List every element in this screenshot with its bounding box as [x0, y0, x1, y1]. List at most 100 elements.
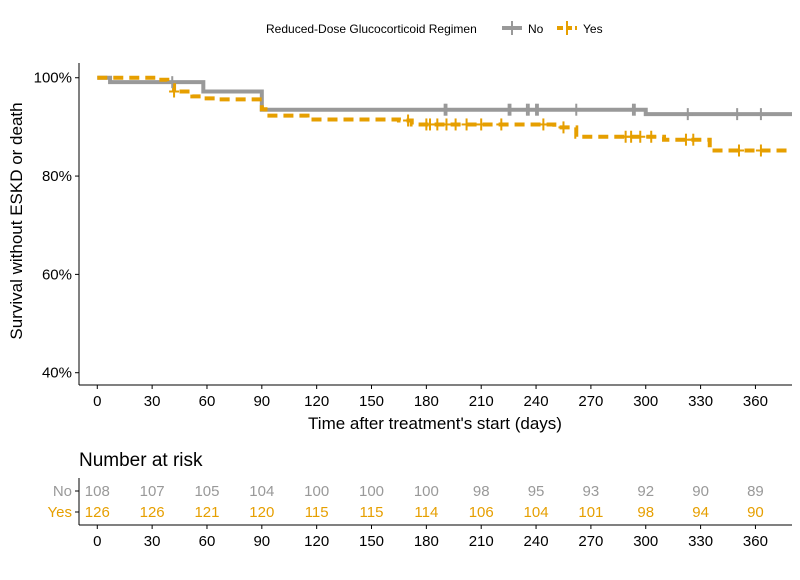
- y-tick-label: 60%: [42, 266, 72, 283]
- censor-mark-no: [682, 108, 693, 121]
- censor-mark-yes: [538, 118, 549, 131]
- survival-curves: [97, 75, 792, 153]
- risk-cell: 115: [360, 504, 384, 521]
- censor-mark-no: [732, 108, 743, 121]
- censor-mark-no: [167, 76, 178, 89]
- risk-cell: 92: [637, 483, 654, 500]
- risk-cell: 100: [414, 483, 439, 500]
- survival-curve-no: [97, 75, 792, 117]
- censor-mark-yes: [496, 118, 507, 131]
- x-tick-label: 60: [199, 393, 216, 410]
- risk-cell: 100: [304, 483, 329, 500]
- risk-x-tick-label: 180: [414, 533, 439, 550]
- x-tick-label: 330: [688, 393, 713, 410]
- legend-item-yes: Yes: [557, 21, 603, 36]
- legend-label: Yes: [583, 22, 603, 36]
- x-tick-label: 360: [743, 393, 768, 410]
- censor-mark-yes: [450, 118, 461, 131]
- censor-mark-yes: [169, 85, 180, 98]
- risk-table-cells: No 108 107 105 104 100 100 100 98 95 93 92 90 89 Yes 12…: [48, 483, 764, 521]
- x-tick-label: 240: [524, 393, 549, 410]
- censor-mark-no: [441, 103, 452, 116]
- risk-cell: 98: [473, 483, 490, 500]
- risk-x-tick-label: 360: [743, 533, 768, 550]
- x-tick-label: 120: [304, 393, 329, 410]
- risk-cell: 98: [637, 504, 654, 521]
- censor-mark-yes: [432, 118, 443, 131]
- risk-cell: 93: [583, 483, 600, 500]
- risk-row-label-yes: Yes: [48, 504, 72, 521]
- censor-mark-yes: [733, 144, 744, 157]
- x-tick-label: 90: [253, 393, 270, 410]
- risk-cell: 104: [524, 504, 549, 521]
- risk-cell: 115: [305, 504, 329, 521]
- risk-x-tick-label: 240: [524, 533, 549, 550]
- risk-cell: 95: [528, 483, 545, 500]
- y-axis-title: Survival without ESKD or death: [7, 102, 26, 339]
- censor-mark-yes: [626, 130, 637, 143]
- y-tick-label: 40%: [42, 365, 72, 382]
- censor-mark-yes: [558, 121, 569, 134]
- censor-mark-yes: [403, 114, 414, 127]
- risk-x-tick-label: 330: [688, 533, 713, 550]
- risk-x-tick-label: 0: [93, 533, 101, 550]
- legend: Reduced-Dose Glucocorticoid Regimen No Ye…: [266, 21, 603, 36]
- censor-mark-no: [629, 103, 640, 116]
- y-tick-label: 100%: [34, 70, 72, 87]
- legend-title: Reduced-Dose Glucocorticoid Regimen: [266, 22, 477, 36]
- risk-cell: 90: [747, 504, 764, 521]
- x-tick-label: 0: [93, 393, 101, 410]
- risk-x-tick-label: 30: [144, 533, 161, 550]
- censor-mark-yes: [688, 133, 699, 146]
- risk-cell: 114: [414, 504, 438, 521]
- risk-cell: 126: [85, 504, 110, 521]
- x-axis-title: Time after treatment's start (days): [308, 414, 562, 433]
- legend-item-no: No: [502, 21, 544, 36]
- risk-x-tick-label: 270: [578, 533, 603, 550]
- legend-label: No: [528, 22, 544, 36]
- censor-marks: [167, 76, 766, 157]
- risk-table: Number at risk No 108 107 105 104 100 100 100 98…: [48, 450, 792, 550]
- legend-items: No Yes: [502, 21, 603, 36]
- risk-cell: 121: [194, 504, 219, 521]
- risk-cell: 105: [194, 483, 219, 500]
- censor-mark-no: [755, 108, 766, 121]
- x-tick-label: 210: [469, 393, 494, 410]
- censor-mark-no: [571, 103, 582, 116]
- censor-mark-yes: [755, 144, 766, 157]
- x-tick-label: 30: [144, 393, 161, 410]
- risk-cell: 94: [692, 504, 709, 521]
- survival-curve-yes: [97, 75, 792, 153]
- risk-x-tick-label: 60: [199, 533, 216, 550]
- risk-cell: 100: [359, 483, 384, 500]
- x-tick-label: 270: [578, 393, 603, 410]
- risk-table-title: Number at risk: [79, 450, 203, 471]
- censor-mark-no: [532, 103, 543, 116]
- x-tick-label: 180: [414, 393, 439, 410]
- risk-row-label-no: No: [53, 483, 72, 500]
- risk-cell: 90: [692, 483, 709, 500]
- risk-cell: 126: [140, 504, 165, 521]
- y-tick-label: 80%: [42, 168, 72, 185]
- risk-cell: 120: [249, 504, 274, 521]
- risk-table-x-ticks: 0 30 60 90 120 150 180 210 240 270 300 330 360: [93, 525, 768, 550]
- risk-x-tick-label: 300: [633, 533, 658, 550]
- y-axis-ticks: 40% 60% 80% 100%: [34, 70, 79, 382]
- censor-mark-yes: [461, 118, 472, 131]
- plot-area: 40% 60% 80% 100% 0 30 60 90 120 150 180 210 240 270 3…: [34, 63, 792, 410]
- censor-mark-yes: [441, 118, 452, 131]
- censor-mark-yes: [635, 130, 646, 143]
- risk-cell: 89: [747, 483, 764, 500]
- x-tick-label: 150: [359, 393, 384, 410]
- risk-cell: 101: [578, 504, 603, 521]
- censor-mark-no: [505, 103, 516, 116]
- risk-x-tick-label: 120: [304, 533, 329, 550]
- x-tick-label: 300: [633, 393, 658, 410]
- risk-cell: 106: [469, 504, 494, 521]
- risk-cell: 108: [85, 483, 110, 500]
- risk-x-tick-label: 210: [469, 533, 494, 550]
- censor-mark-yes: [476, 118, 487, 131]
- x-axis-ticks: 0 30 60 90 120 150 180 210 240 270 300 330 360: [93, 385, 768, 410]
- risk-cell: 104: [249, 483, 274, 500]
